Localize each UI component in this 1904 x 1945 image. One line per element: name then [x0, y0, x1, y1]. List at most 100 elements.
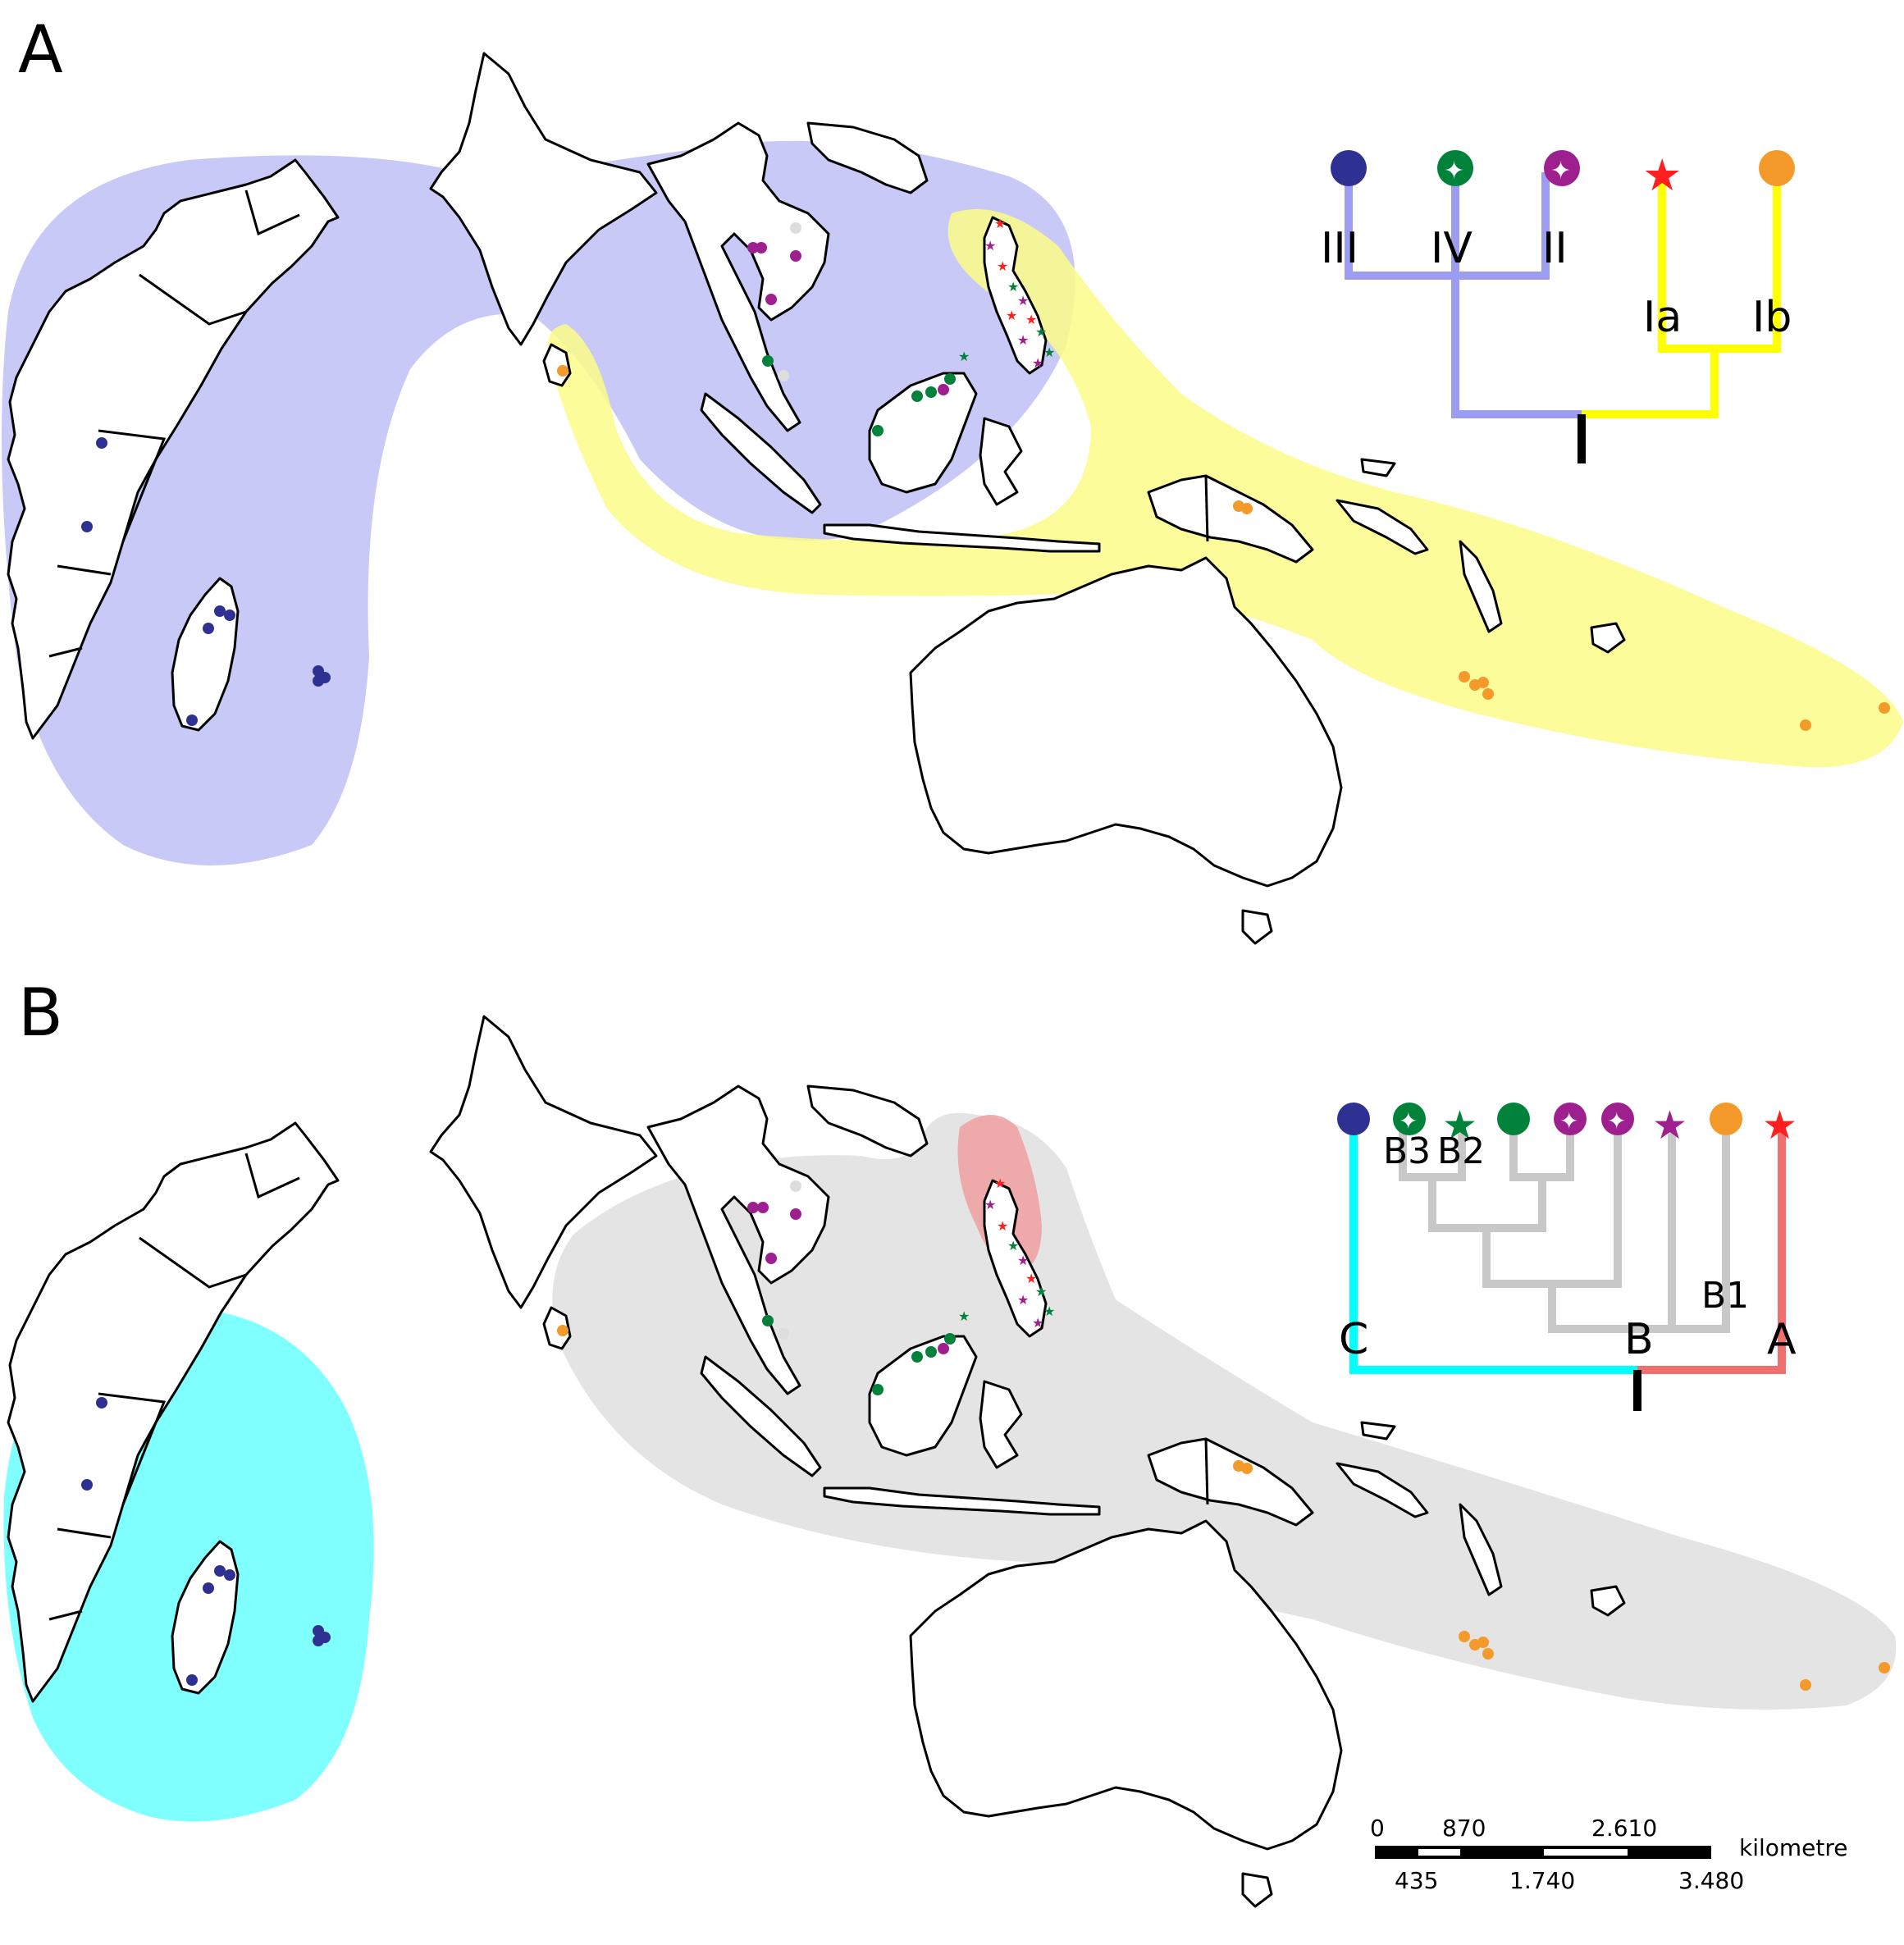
magenta-point: [747, 1202, 759, 1213]
orange-point: [1482, 1648, 1494, 1660]
scale-label-3480: 3.480: [1678, 1867, 1744, 1894]
magenta-point: [790, 1208, 801, 1220]
tree-tip-green-star: ★: [1442, 1103, 1477, 1148]
navy-point: [203, 623, 214, 634]
panel-b-region-grey: [552, 1112, 1897, 1710]
green-point: [872, 425, 884, 436]
panel-a-region-blue: [2, 140, 1075, 866]
navy-point: [214, 1565, 226, 1577]
tree-tip-magenta-starburst: ✦: [1554, 1103, 1587, 1135]
svg-text:✦: ✦: [1399, 1107, 1418, 1135]
tree-tip-green-circle: [1497, 1103, 1530, 1135]
green-point: [944, 373, 956, 385]
panel-b-tree: ✦ ★ ✦ ✦ ★ ★: [1337, 1103, 1797, 1411]
orange-point: [1241, 503, 1253, 514]
grey-point: [790, 222, 801, 234]
svg-text:✦: ✦: [1559, 1107, 1578, 1135]
green-star-point: ★: [958, 1308, 970, 1324]
green-star-point: ★: [1035, 1284, 1047, 1299]
tree-tip-navy-circle: [1337, 1103, 1370, 1135]
green-star-point: ★: [1043, 345, 1055, 360]
grey-point: [778, 1328, 789, 1340]
navy-point: [313, 1635, 324, 1646]
orange-point: [557, 1325, 568, 1336]
scale-label-1740: 1.740: [1509, 1867, 1575, 1894]
magenta-point: [765, 1253, 777, 1264]
clade-label-b1: B1: [1701, 1275, 1749, 1317]
orange-point: [557, 365, 568, 377]
tree-tip-red-star: ★: [1642, 149, 1682, 201]
green-point: [872, 1384, 884, 1395]
magenta-star-point: ★: [984, 238, 996, 253]
navy-point: [214, 605, 226, 617]
navy-point: [96, 437, 107, 449]
clade-label-b: B: [1624, 1315, 1654, 1364]
orange-point: [1459, 1631, 1470, 1642]
red-star-point: ★: [1025, 1271, 1037, 1286]
navy-point: [96, 1397, 107, 1409]
tree-tip-navy-circle: [1331, 150, 1367, 186]
clade-label-b2: B2: [1437, 1130, 1485, 1172]
tree-tip-green-starburst: ✦: [1437, 150, 1473, 186]
navy-point: [81, 521, 93, 532]
scale-label-870: 870: [1442, 1815, 1486, 1842]
svg-text:✦: ✦: [1607, 1107, 1626, 1135]
scale-unit: kilometre: [1739, 1834, 1848, 1861]
navy-point: [186, 1674, 198, 1686]
tree-tip-magenta-starburst: ✦: [1544, 150, 1580, 186]
orange-point: [1800, 1679, 1811, 1691]
navy-point: [224, 610, 235, 621]
clade-label-a: A: [1767, 1315, 1797, 1364]
clade-label-ib: Ib: [1752, 293, 1792, 342]
orange-point: [1459, 671, 1470, 683]
magenta-point: [757, 1202, 769, 1213]
green-point: [925, 1346, 937, 1358]
tree-tip-orange-circle: [1710, 1103, 1742, 1135]
green-point: [911, 390, 923, 402]
green-star-point: ★: [1035, 324, 1047, 340]
grey-point: [790, 1180, 801, 1192]
red-star-point: ★: [1006, 308, 1017, 323]
magenta-star-point: ★: [1032, 1315, 1043, 1331]
navy-point: [224, 1569, 235, 1581]
green-star-point: ★: [1007, 279, 1019, 294]
tree-tip-orange-circle: [1759, 150, 1795, 186]
green-point: [762, 355, 774, 367]
navy-point: [186, 715, 198, 726]
tree-tip-magenta-starburst: ✦: [1601, 1103, 1634, 1135]
tree-tip-magenta-star: ★: [1652, 1103, 1687, 1148]
green-star-point: ★: [1007, 1238, 1019, 1253]
magenta-star-point: ★: [1017, 332, 1029, 348]
panel-a: A: [2, 11, 1903, 945]
panel-a-tree: ✦ ✦ ★: [1331, 149, 1795, 463]
navy-point: [313, 675, 324, 687]
orange-point: [1879, 702, 1890, 714]
magenta-star-point: ★: [1017, 293, 1029, 308]
panel-b-letter: B: [18, 975, 63, 1051]
green-point: [925, 386, 937, 398]
green-star-point: ★: [958, 349, 970, 364]
red-star-point: ★: [997, 1218, 1008, 1234]
red-star-point: ★: [997, 258, 1008, 274]
scale-label-0: 0: [1370, 1815, 1385, 1842]
clade-label-ii: II: [1542, 224, 1568, 273]
panel-a-letter: A: [18, 11, 63, 88]
magenta-star-point: ★: [1017, 1253, 1029, 1268]
orange-point: [1482, 688, 1494, 700]
magenta-point: [747, 242, 759, 253]
clade-label-ia: Ia: [1643, 293, 1682, 342]
red-star-point: ★: [994, 1176, 1006, 1191]
magenta-point: [756, 242, 767, 253]
magenta-point: [790, 250, 801, 262]
navy-point: [81, 1479, 93, 1491]
orange-point: [1800, 719, 1811, 731]
scale-label-435: 435: [1395, 1867, 1438, 1894]
magenta-star-point: ★: [1017, 1292, 1029, 1308]
clade-label-iv: IV: [1431, 224, 1473, 273]
orange-point: [1477, 677, 1489, 688]
orange-point: [1241, 1463, 1253, 1474]
red-star-point: ★: [1025, 312, 1037, 327]
svg-text:✦: ✦: [1550, 157, 1571, 185]
green-point: [944, 1333, 956, 1345]
